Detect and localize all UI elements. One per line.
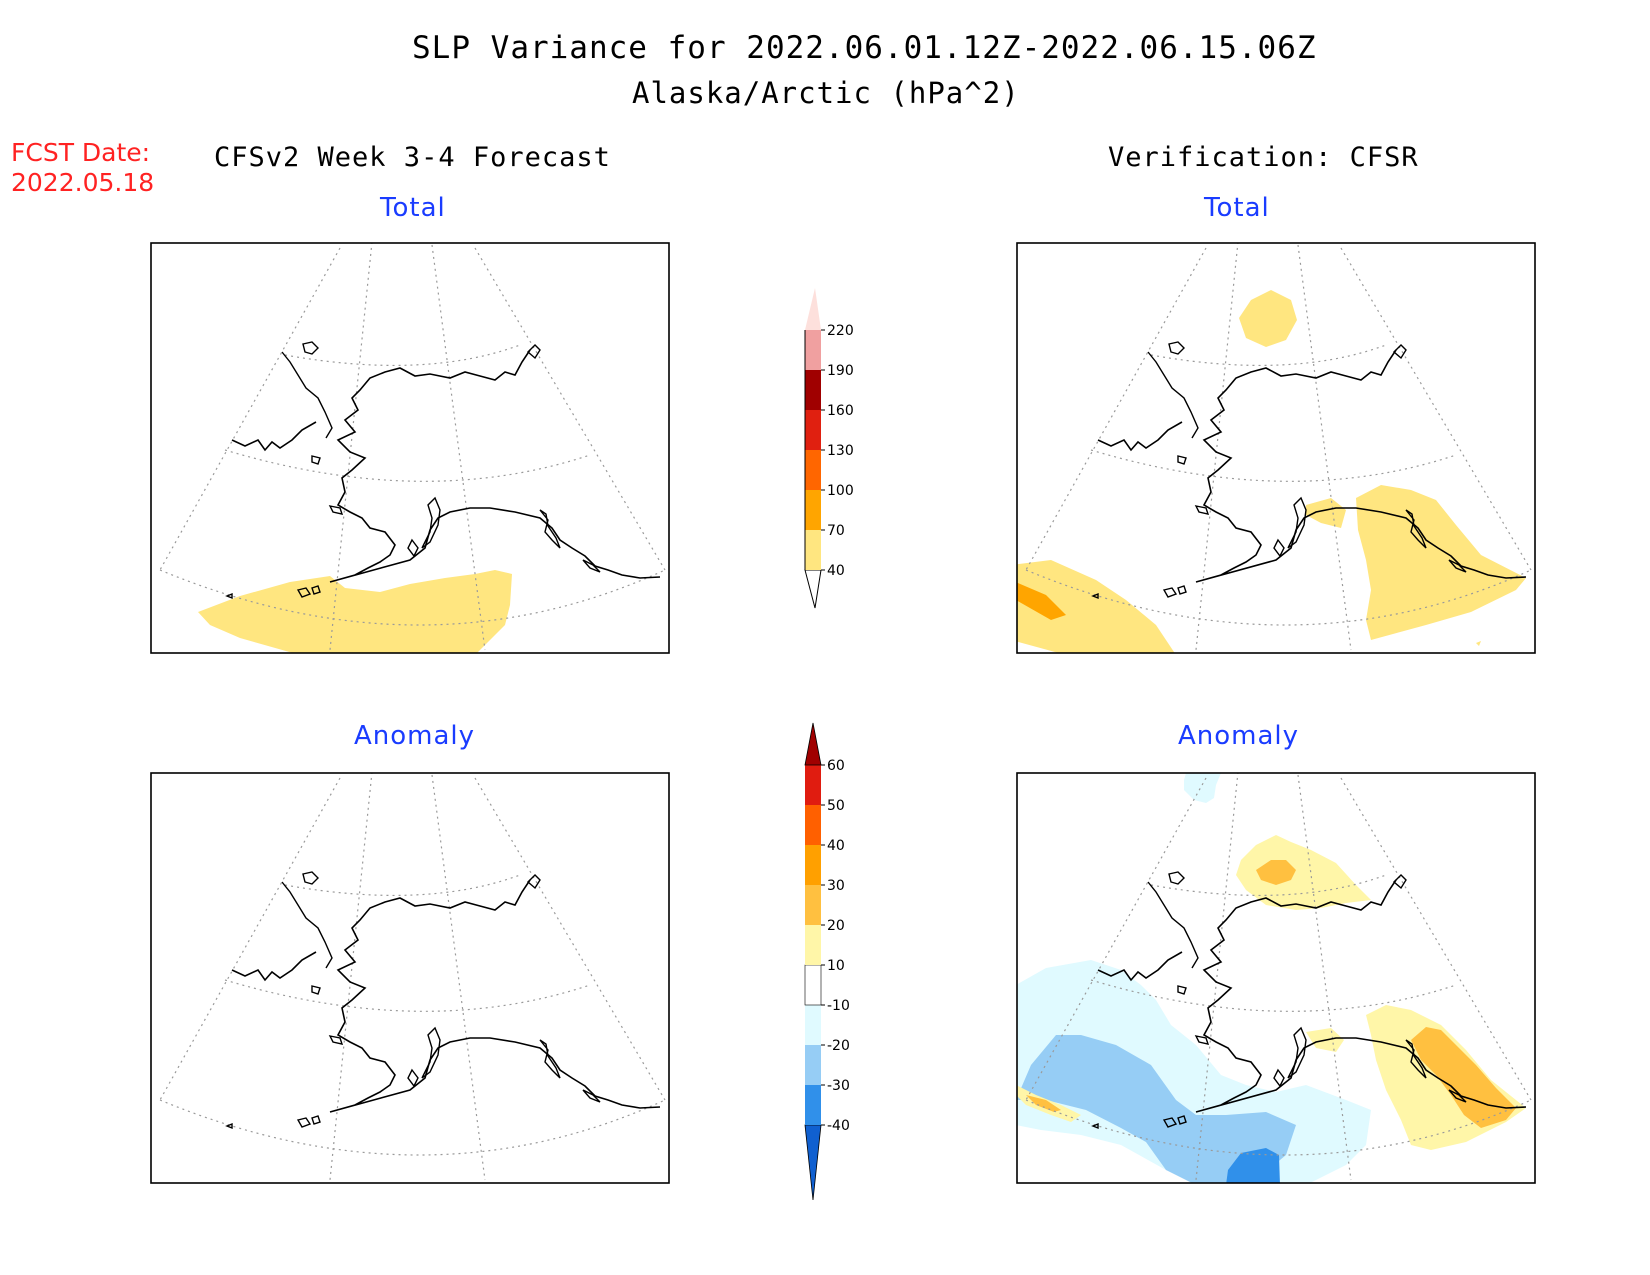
- total-colorbar: 40 70 100 130 160 190 220: [804, 288, 854, 609]
- anomaly-colorbar-box: [804, 964, 822, 1006]
- verification-anomaly-map: [1016, 772, 1536, 1184]
- forecast-column-title: CFSv2 Week 3-4 Forecast: [214, 142, 611, 173]
- total-colorbar-box: [805, 530, 821, 570]
- fcst-date-value: 2022.05.18: [11, 168, 155, 197]
- total-colorbar-tick-label: 100: [827, 483, 854, 499]
- total-colorbar-tick-label: 160: [827, 403, 854, 419]
- verification-anomaly-label: Anomaly: [1178, 721, 1300, 751]
- chart-subtitle: Alaska/Arctic (hPa^2): [632, 76, 1020, 110]
- anomaly-colorbar-tick-label: 40: [827, 838, 845, 854]
- total-colorbar-tick-label: 130: [827, 443, 854, 459]
- anomaly-colorbar-box: [805, 925, 821, 965]
- total-colorbar-box: [805, 330, 821, 370]
- anomaly-colorbar-tick-label: -40: [827, 1118, 850, 1134]
- anomaly-colorbar-box: [805, 1005, 821, 1045]
- total-colorbar-box: [805, 410, 821, 450]
- anomaly-colorbar-tick-label: -10: [827, 998, 850, 1014]
- forecast-anomaly-label: Anomaly: [354, 721, 476, 751]
- forecast-total-shade: [198, 570, 512, 653]
- anomaly-colorbar-box: [805, 765, 821, 805]
- verification-total-label: Total: [1204, 193, 1270, 223]
- forecast-anomaly-map: [150, 772, 670, 1184]
- anomaly-colorbar-tick-label: -30: [827, 1078, 850, 1094]
- forecast-total-map: [150, 242, 670, 654]
- anomaly-colorbar-box: [805, 1085, 821, 1125]
- total-colorbar-tick-label: 220: [827, 323, 854, 339]
- anomaly-colorbar-tick-label: 20: [827, 918, 845, 934]
- total-colorbar-box: [805, 490, 821, 530]
- anomaly-colorbar: -40 -30 -20 -10 10 20 30 40 50 60: [804, 722, 850, 1201]
- total-colorbar-tick-label: 190: [827, 363, 854, 379]
- anomaly-colorbar-box: [805, 885, 821, 925]
- anomaly-colorbar-top-tip: [804, 722, 822, 766]
- fcst-date-label: FCST Date:: [11, 138, 151, 167]
- total-colorbar-top-tip: [805, 288, 821, 330]
- total-colorbar-tick-label: 70: [827, 523, 845, 539]
- chart-title: SLP Variance for 2022.06.01.12Z-2022.06.…: [412, 30, 1317, 66]
- anomaly-colorbar-tick-label: 50: [827, 798, 845, 814]
- anomaly-colorbar-tick-label: 30: [827, 878, 845, 894]
- anomaly-colorbar-tick-label: 10: [827, 958, 845, 974]
- total-colorbar-tick-label: 40: [827, 563, 845, 579]
- anomaly-colorbar-box: [805, 845, 821, 885]
- forecast-total-label: Total: [380, 193, 446, 223]
- verification-total-map: [1016, 242, 1536, 654]
- anomaly-colorbar-tick-label: -20: [827, 1038, 850, 1054]
- total-colorbar-bottom-tip: [804, 569, 822, 609]
- total-colorbar-box: [805, 450, 821, 490]
- anomaly-colorbar-box: [805, 805, 821, 845]
- anomaly-colorbar-tick-label: 60: [827, 758, 845, 774]
- total-colorbar-box: [805, 370, 821, 410]
- anomaly-colorbar-box: [805, 1045, 821, 1085]
- verification-column-title: Verification: CFSR: [1108, 142, 1419, 173]
- anomaly-colorbar-bottom-tip: [804, 1124, 822, 1201]
